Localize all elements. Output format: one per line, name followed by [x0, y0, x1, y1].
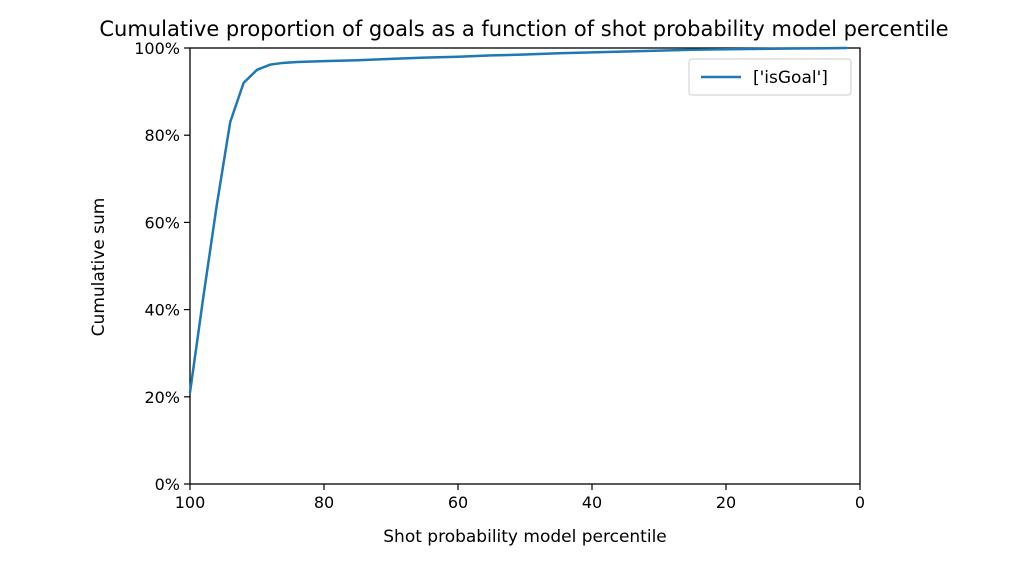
y-tick-label: 100%: [134, 39, 180, 58]
series-line: [188, 46, 848, 394]
y-axis: 0% 20% 40% 60% 80% 100%: [134, 39, 190, 494]
legend-label: ['isGoal']: [753, 68, 828, 88]
x-tick-label: 80: [314, 493, 334, 512]
y-tick-label: 0%: [155, 475, 180, 494]
plot-frame: [189, 47, 861, 485]
x-tick-label: 60: [448, 493, 468, 512]
y-tick-label: 40%: [144, 301, 180, 320]
x-axis-label: Shot probability model percentile: [383, 527, 667, 547]
legend-box: [688, 58, 852, 96]
x-tick-label: 20: [716, 493, 736, 512]
chart-title: Cumulative proportion of goals as a func…: [99, 17, 948, 41]
x-axis: 100 80 60 40 20 0: [175, 484, 865, 512]
x-tick-label: 0: [855, 493, 865, 512]
plot-area: 100 80 60 40 20 0 0% 20% 40% 60% 80% 100%: [134, 39, 865, 512]
x-tick-label: 40: [582, 493, 602, 512]
y-tick-label: 60%: [144, 213, 180, 232]
legend: ['isGoal']: [688, 58, 852, 96]
y-tick-label: 80%: [144, 126, 180, 145]
y-tick-label: 20%: [144, 388, 180, 407]
series-layer: [188, 46, 848, 394]
y-axis-label: Cumulative sum: [89, 198, 109, 337]
x-tick-label: 100: [175, 493, 206, 512]
